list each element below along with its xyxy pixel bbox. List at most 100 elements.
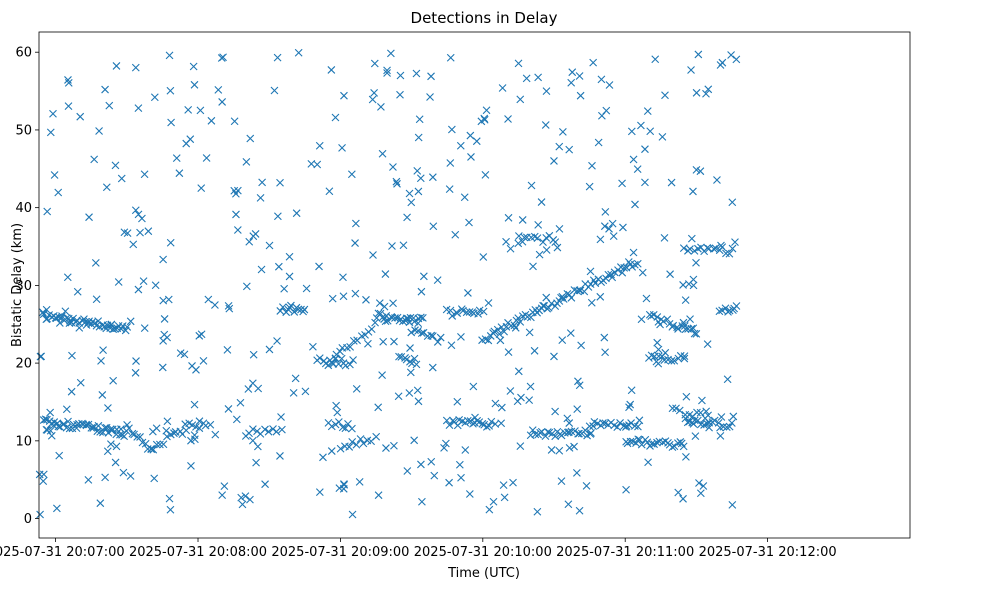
data-point: [693, 408, 701, 417]
data-point: [381, 270, 390, 278]
data-point: [54, 422, 63, 431]
data-point: [667, 178, 676, 187]
data-point: [84, 476, 93, 484]
data-point: [232, 210, 240, 219]
data-point: [383, 69, 391, 77]
data-point: [652, 357, 661, 366]
data-point: [378, 149, 387, 158]
data-point: [338, 144, 346, 152]
data-point: [441, 439, 450, 448]
data-point: [533, 234, 542, 242]
data-point: [534, 221, 543, 229]
data-point: [346, 343, 355, 351]
data-point: [555, 446, 564, 455]
data-point: [482, 106, 491, 115]
data-point: [67, 387, 76, 396]
data-point: [691, 432, 700, 441]
data-point: [702, 89, 710, 98]
data-point: [555, 142, 564, 151]
data-point: [533, 507, 542, 516]
data-point: [407, 198, 416, 207]
data-point: [529, 262, 537, 271]
x-tick-label: 2025-07-31 20:09:00: [271, 545, 409, 560]
data-point: [206, 420, 215, 429]
data-point: [716, 431, 725, 440]
data-point: [732, 55, 741, 64]
data-point: [427, 72, 435, 81]
data-point: [348, 510, 357, 519]
data-point: [307, 159, 316, 168]
data-point: [446, 306, 455, 315]
data-point: [43, 314, 52, 323]
data-point: [389, 163, 397, 171]
data-point: [165, 494, 174, 503]
data-point: [413, 166, 422, 175]
data-point: [64, 102, 73, 111]
data-point: [428, 363, 437, 372]
data-point: [131, 63, 140, 72]
data-point: [165, 51, 174, 60]
data-point: [646, 127, 655, 136]
data-point: [447, 341, 456, 350]
data-point: [54, 188, 63, 197]
data-point: [368, 95, 377, 104]
data-point: [600, 222, 609, 231]
data-point: [276, 178, 284, 187]
data-point: [287, 301, 295, 310]
y-tick-label: 50: [15, 123, 32, 138]
data-point: [41, 415, 50, 424]
data-points: [35, 48, 741, 519]
y-tick-label: 0: [24, 512, 32, 527]
data-point: [355, 477, 364, 486]
data-point: [207, 116, 216, 125]
data-point: [713, 176, 721, 184]
data-point: [479, 253, 488, 261]
data-point: [416, 174, 425, 183]
data-point: [315, 141, 324, 150]
data-point: [414, 133, 423, 142]
data-point: [514, 239, 523, 248]
data-point: [364, 339, 372, 348]
data-point: [345, 443, 354, 451]
data-point: [525, 328, 534, 337]
data-point: [336, 444, 345, 453]
data-point: [653, 313, 662, 321]
data-point: [547, 446, 556, 454]
data-point: [629, 248, 638, 257]
data-point: [618, 268, 627, 277]
data-point: [265, 345, 274, 354]
data-point: [372, 432, 381, 441]
data-point: [692, 88, 701, 97]
data-point: [417, 287, 426, 296]
data-point: [506, 387, 515, 395]
data-point: [289, 388, 298, 397]
data-point: [195, 331, 204, 340]
data-point: [447, 125, 456, 134]
data-point: [369, 251, 377, 259]
data-point: [567, 78, 576, 87]
data-point: [61, 307, 70, 316]
data-point: [238, 500, 247, 509]
data-point: [692, 329, 701, 338]
data-point: [696, 489, 705, 498]
data-point: [348, 437, 357, 446]
data-point: [408, 359, 416, 368]
data-point: [497, 403, 506, 412]
x-tick-label: 2025-07-31 20:12:00: [699, 545, 837, 560]
data-point: [211, 430, 220, 439]
data-point: [346, 360, 354, 369]
data-point: [728, 500, 737, 509]
data-point: [325, 187, 334, 196]
data-point: [279, 303, 287, 312]
data-point: [300, 305, 309, 314]
data-point: [710, 416, 719, 425]
data-point: [566, 329, 575, 338]
data-point: [273, 212, 282, 221]
data-point: [711, 244, 720, 253]
data-point: [123, 229, 132, 238]
data-point: [150, 474, 159, 483]
data-point: [242, 282, 251, 291]
data-point: [709, 244, 718, 253]
data-point: [433, 338, 442, 346]
data-point: [144, 227, 153, 236]
